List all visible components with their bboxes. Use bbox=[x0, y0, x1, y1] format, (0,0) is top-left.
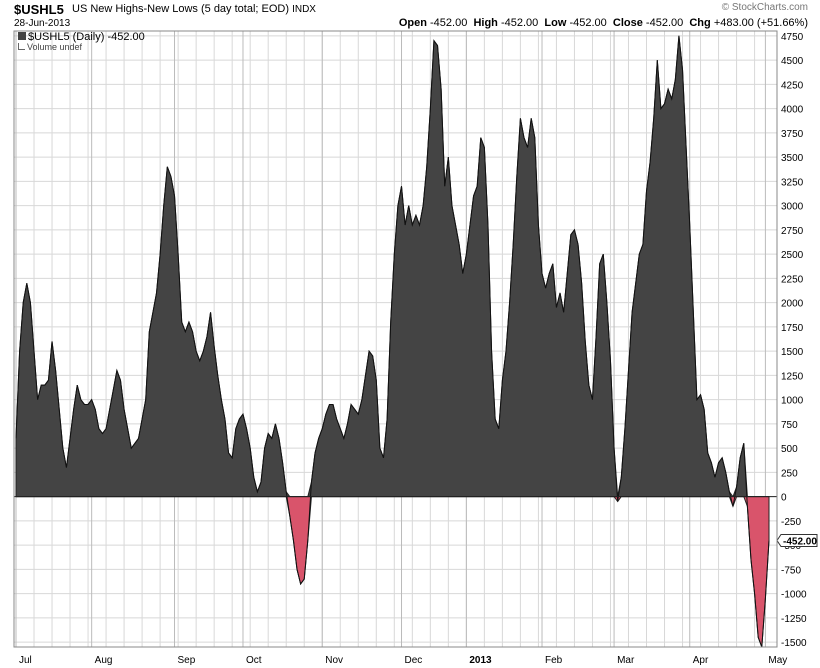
y-tick-label: 4500 bbox=[781, 56, 804, 67]
close-label: Close bbox=[612, 17, 643, 29]
area-positive bbox=[15, 35, 769, 498]
volume-legend: Volume undef bbox=[18, 42, 82, 52]
legend-series-label: $USHL5 (Daily) -452.00 bbox=[28, 31, 145, 43]
area-series bbox=[14, 35, 777, 648]
x-tick-label: Sep bbox=[178, 655, 196, 666]
y-tick-label: 2750 bbox=[781, 226, 804, 237]
y-tick-label: 2000 bbox=[781, 299, 804, 310]
symbol-description: US New Highs-New Lows (5 day total; EOD)… bbox=[72, 3, 316, 15]
x-tick-label: 2013 bbox=[469, 655, 492, 666]
y-tick-label: 1750 bbox=[781, 323, 804, 334]
legend-swatch-icon bbox=[18, 32, 26, 40]
plot-frame bbox=[13, 30, 778, 648]
volume-label: Volume undef bbox=[27, 42, 83, 52]
y-tick-label: 750 bbox=[781, 420, 798, 431]
x-tick-label: Feb bbox=[545, 655, 563, 666]
y-tick-label: 4750 bbox=[781, 32, 804, 43]
close-value: -452.00 bbox=[645, 17, 684, 29]
x-axis: JulAugSepOctNovDec2013FebMarAprMayJun bbox=[19, 655, 787, 666]
series-line bbox=[15, 35, 770, 648]
x-tick-label: Mar bbox=[617, 655, 635, 666]
chart-header: $USHL5 US New Highs-New Lows (5 day tota… bbox=[14, 0, 814, 30]
y-tick-label: 3000 bbox=[781, 202, 804, 213]
y-tick-label: 250 bbox=[781, 468, 798, 479]
low-label: Low bbox=[544, 17, 567, 29]
symbol: $USHL5 bbox=[14, 2, 64, 17]
x-tick-label: Jul bbox=[19, 655, 32, 666]
y-tick-label: -1500 bbox=[781, 638, 807, 649]
x-tick-label: Apr bbox=[693, 655, 709, 666]
y-tick-label: 500 bbox=[781, 444, 798, 455]
high-value: -452.00 bbox=[500, 17, 539, 29]
y-axis: -1500-1250-1000-750-500-2500250500750100… bbox=[776, 32, 818, 649]
y-tick-label: 4250 bbox=[781, 80, 804, 91]
low-value: -452.00 bbox=[569, 17, 607, 29]
y-tick-label: -750 bbox=[781, 565, 801, 576]
ohlc-readout: Open -452.00 High -452.00 Low -452.00 Cl… bbox=[399, 17, 808, 29]
y-tick-label: 3750 bbox=[781, 129, 804, 140]
open-value: -452.00 bbox=[430, 17, 468, 29]
chg-label: Chg bbox=[689, 17, 711, 29]
x-tick-label: Nov bbox=[325, 655, 343, 666]
y-tick-label: -1250 bbox=[781, 614, 807, 625]
series-legend: $USHL5 (Daily) -452.00 bbox=[18, 31, 145, 43]
high-label: High bbox=[473, 17, 498, 29]
volume-icon bbox=[18, 43, 25, 50]
y-tick-label: -250 bbox=[781, 517, 801, 528]
y-tick-label: 4000 bbox=[781, 105, 804, 116]
exchange: INDX bbox=[292, 4, 316, 15]
x-tick-label: Oct bbox=[246, 655, 262, 666]
area-negative bbox=[16, 496, 770, 648]
chart-date: 28-Jun-2013 bbox=[14, 18, 71, 29]
last-value-label: -452.00 bbox=[783, 536, 817, 547]
y-tick-label: 1250 bbox=[781, 371, 804, 382]
x-tick-label: Dec bbox=[405, 655, 423, 666]
chg-value: +483.00 (+51.66%) bbox=[713, 17, 808, 29]
y-tick-label: 3250 bbox=[781, 177, 804, 188]
watermark: © StockCharts.com bbox=[721, 2, 808, 13]
x-tick-label: May bbox=[768, 655, 787, 666]
y-tick-label: 1000 bbox=[781, 396, 804, 407]
description-text: US New Highs-New Lows (5 day total; EOD) bbox=[72, 3, 290, 15]
y-tick-label: -1000 bbox=[781, 590, 807, 601]
x-tick-label: Aug bbox=[95, 655, 113, 666]
y-tick-label: 2500 bbox=[781, 250, 804, 261]
y-tick-label: 0 bbox=[781, 493, 787, 504]
last-value-tag bbox=[776, 533, 818, 547]
y-tick-label: 1500 bbox=[781, 347, 804, 358]
open-label: Open bbox=[398, 17, 427, 29]
y-tick-label: 2250 bbox=[781, 274, 804, 285]
y-tick-label: 3500 bbox=[781, 153, 804, 164]
